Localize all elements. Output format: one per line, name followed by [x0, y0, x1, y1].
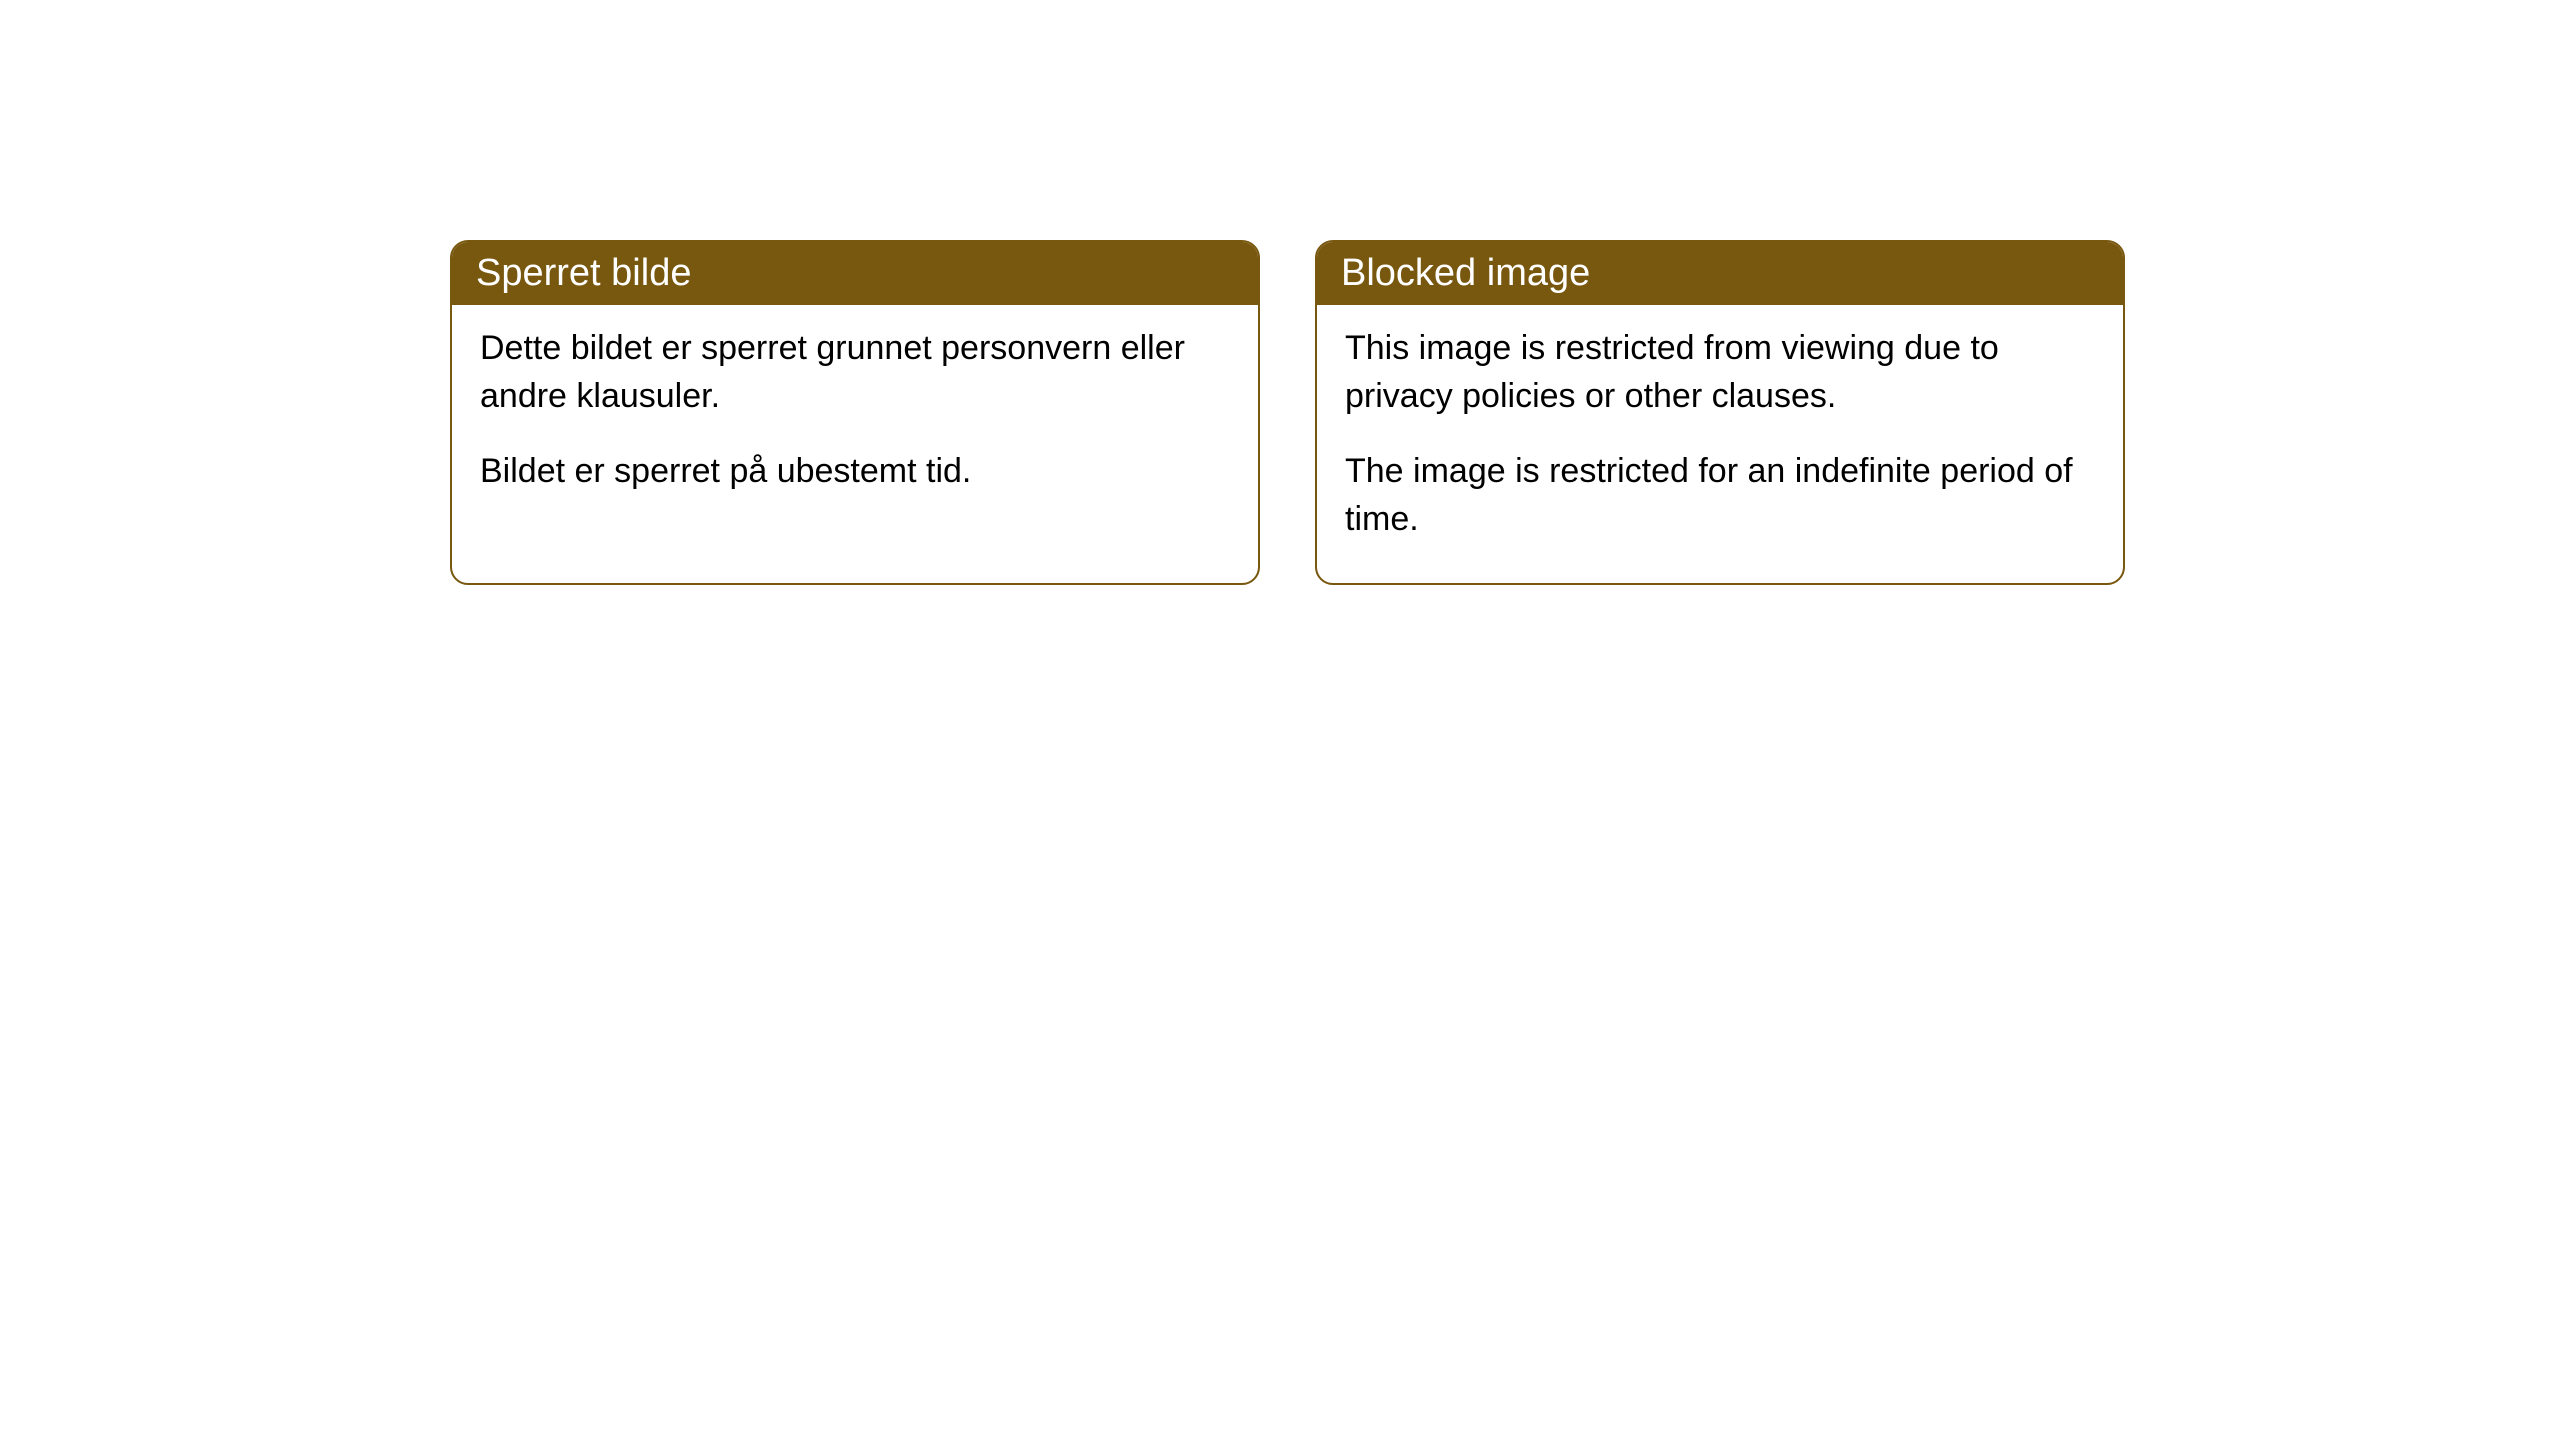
notice-header-english: Blocked image — [1317, 242, 2123, 305]
notice-card-english: Blocked image This image is restricted f… — [1315, 240, 2125, 585]
notice-body-english: This image is restricted from viewing du… — [1317, 305, 2123, 583]
notice-container: Sperret bilde Dette bildet er sperret gr… — [0, 0, 2560, 585]
notice-paragraph: The image is restricted for an indefinit… — [1345, 448, 2095, 543]
notice-header-norwegian: Sperret bilde — [452, 242, 1258, 305]
notice-paragraph: Bildet er sperret på ubestemt tid. — [480, 448, 1230, 496]
notice-card-norwegian: Sperret bilde Dette bildet er sperret gr… — [450, 240, 1260, 585]
notice-body-norwegian: Dette bildet er sperret grunnet personve… — [452, 305, 1258, 536]
notice-paragraph: Dette bildet er sperret grunnet personve… — [480, 325, 1230, 420]
notice-paragraph: This image is restricted from viewing du… — [1345, 325, 2095, 420]
